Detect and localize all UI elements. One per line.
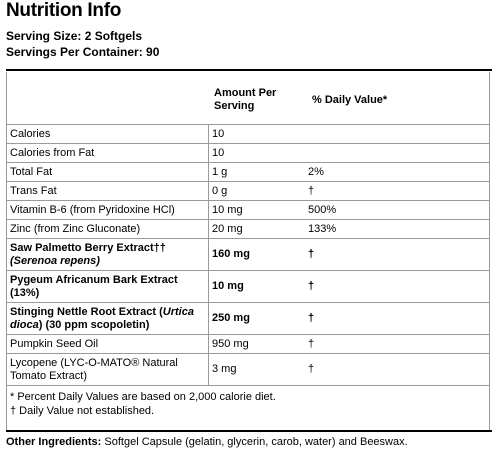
table-row: Pumpkin Seed Oil 950 mg †: [7, 334, 489, 354]
nutrient-amount: 950 mg: [208, 334, 305, 354]
nutrient-name: Saw Palmetto Berry Extract†† (Serenoa rep…: [7, 238, 209, 271]
footnotes: * Percent Daily Values are based on 2,00…: [10, 390, 276, 418]
table-row: Total Fat 1 g 2%: [7, 162, 489, 182]
nutrient-dv: 2%: [305, 162, 489, 182]
footnote-not-established: † Daily Value not established.: [10, 405, 155, 417]
nutrient-name-latin: dioca: [10, 318, 39, 331]
nutrient-amount: 10: [208, 124, 305, 144]
nutrient-dv: [305, 143, 489, 163]
nutrient-name: Pygeum Africanum Bark Extract (13%): [7, 270, 209, 303]
other-ingredients: Other Ingredients: Softgel Capsule (gela…: [6, 436, 408, 448]
nutrient-amount: 3 mg: [208, 353, 305, 386]
nutrient-dv: †: [305, 353, 489, 386]
nutrient-name: Trans Fat: [7, 181, 209, 201]
table-row: Calories 10: [7, 124, 489, 144]
nutrient-name-latin: Urtica: [162, 305, 194, 318]
page-title: Nutrition Info: [6, 0, 122, 21]
nutrient-dv: 500%: [305, 200, 489, 220]
nutrient-name-part: Stinging Nettle Root Extract (: [10, 305, 163, 318]
nutrient-amount: 160 mg: [208, 238, 305, 271]
nutrient-dv: 133%: [305, 219, 489, 239]
nutrient-name-part: Saw Palmetto Berry Extract††: [10, 241, 166, 254]
table-row: Lycopene (LYC-O-MATO® Natural Tomato Ext…: [7, 353, 489, 386]
nutrient-name-part: Pygeum Africanum Bark Extract: [10, 273, 178, 286]
nutrient-name: Pumpkin Seed Oil: [7, 334, 209, 354]
nutrient-dv: †: [305, 302, 489, 335]
nutrient-name-latin: (Serenoa repens): [10, 254, 100, 267]
nutrient-name: Calories from Fat: [7, 143, 209, 163]
nutrient-name: Calories: [7, 124, 209, 144]
servings-per-container: Servings Per Container: 90: [6, 45, 160, 59]
table-row: Calories from Fat 10: [7, 143, 489, 163]
nutrient-dv: †: [305, 334, 489, 354]
table-row: Stinging Nettle Root Extract (Urtica dioc…: [7, 302, 489, 335]
table-row: Pygeum Africanum Bark Extract (13%) 10 mg…: [7, 270, 489, 303]
table-row: Vitamin B-6 (from Pyridoxine HCl) 10 mg …: [7, 200, 489, 220]
nutrient-name: Total Fat: [7, 162, 209, 182]
table-row: Zinc (from Zinc Gluconate) 20 mg 133%: [7, 219, 489, 239]
top-rule: [6, 69, 492, 71]
nutrient-name: Zinc (from Zinc Gluconate): [7, 219, 209, 239]
nutrient-amount: 250 mg: [208, 302, 305, 335]
table-row: Trans Fat 0 g †: [7, 181, 489, 201]
other-ingredients-text: Softgel Capsule (gelatin, glycerin, caro…: [101, 436, 408, 448]
nutrient-amount: 10 mg: [208, 200, 305, 220]
nutrient-amount: 1 g: [208, 162, 305, 182]
header-amount: Amount Per Serving: [214, 87, 277, 112]
nutrient-amount: 10: [208, 143, 305, 163]
nutrient-table: Calories 10 Calories from Fat 10 Total F…: [7, 124, 489, 386]
other-ingredients-label: Other Ingredients:: [6, 436, 102, 448]
serving-size: Serving Size: 2 Softgels: [6, 29, 143, 43]
nutrient-dv: †: [305, 181, 489, 201]
bottom-rule: [6, 430, 492, 432]
nutrient-dv: [305, 124, 489, 144]
table-row: Saw Palmetto Berry Extract†† (Serenoa rep…: [7, 238, 489, 271]
nutrient-amount: 20 mg: [208, 219, 305, 239]
nutrient-dv: †: [305, 270, 489, 303]
nutrition-panel: Amount Per Serving % Daily Value* Calori…: [6, 72, 490, 430]
nutrient-amount: 10 mg: [208, 270, 305, 303]
nutrient-name: Stinging Nettle Root Extract (Urtica dioc…: [7, 302, 209, 335]
nutrient-amount: 0 g: [208, 181, 305, 201]
nutrient-dv: †: [305, 238, 489, 271]
footnote-daily-value: * Percent Daily Values are based on 2,00…: [10, 391, 276, 403]
header-daily-value: % Daily Value*: [312, 94, 388, 106]
nutrient-name-part: (13%): [10, 286, 40, 299]
nutrient-name: Lycopene (LYC-O-MATO® Natural Tomato Ext…: [7, 353, 209, 386]
nutrient-name: Vitamin B-6 (from Pyridoxine HCl): [7, 200, 209, 220]
nutrient-name-part: ) (30 ppm scopoletin): [38, 318, 150, 331]
